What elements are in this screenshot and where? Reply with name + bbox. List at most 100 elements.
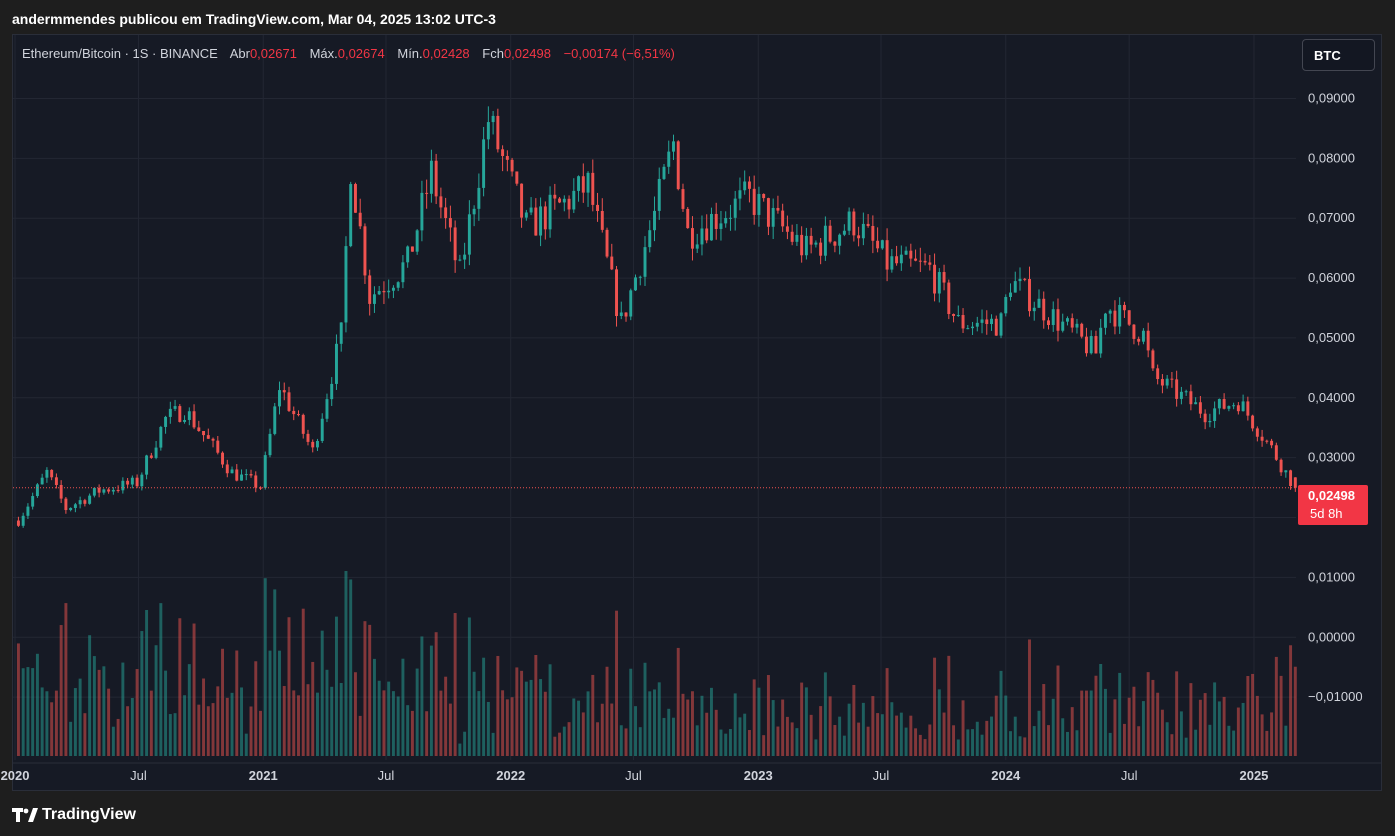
high-label: Máx. (309, 46, 338, 61)
candle-body (135, 477, 139, 487)
candle-body (691, 228, 694, 249)
candle-body (1170, 378, 1174, 380)
volume-bar (491, 732, 495, 756)
candle-body (672, 141, 675, 152)
candle-body (401, 262, 405, 283)
volume-bar (615, 610, 618, 756)
candle-body (35, 484, 39, 497)
volume-bar (596, 722, 600, 756)
volume-bar (102, 666, 106, 756)
candle-body (724, 218, 728, 224)
candle-body (942, 272, 946, 283)
volume-bar (372, 658, 376, 756)
volume-bar (325, 669, 329, 756)
candle-body (804, 235, 808, 256)
tradingview-logo[interactable]: TradingView (12, 806, 136, 824)
volume-bar (828, 696, 832, 756)
volume-bar (562, 726, 566, 756)
price-axis[interactable]: 0,09000 0,08000 0,07000 0,06000 0,05000 0,040… (1308, 90, 1363, 704)
volume-bar (448, 703, 452, 756)
symbol-label[interactable]: Ethereum/Bitcoin · 1S · BINANCE (22, 46, 218, 61)
volume-bar (1246, 675, 1250, 756)
candle-body (391, 287, 395, 291)
candle-body (785, 226, 789, 232)
volume-bar (1103, 688, 1107, 756)
candle-body (197, 427, 201, 431)
volume-bar (1127, 697, 1131, 756)
volume-bar (363, 621, 367, 756)
volume-bar (140, 631, 144, 756)
volume-bar (762, 735, 766, 756)
volume-bar (221, 648, 225, 756)
volume-bar (823, 672, 827, 756)
x-tick-label: 2025 (1239, 768, 1268, 783)
volume-bar (126, 706, 130, 756)
volume-bar (467, 617, 471, 756)
volume-bar (282, 686, 286, 756)
candle-body (577, 176, 581, 191)
chart-frame[interactable] (12, 34, 1382, 791)
volume-bar (1165, 722, 1169, 756)
candle-body (567, 198, 571, 210)
candle-body (719, 223, 723, 229)
candle-body (1265, 440, 1269, 442)
candle-body (126, 480, 130, 485)
chart-grid (13, 35, 1381, 764)
volume-bar (890, 702, 894, 756)
candle-body (771, 207, 775, 227)
time-axis[interactable]: 2020 Jul 2021 Jul 2022 Jul 2023 Jul 2024 Jul 2025 (1, 768, 1269, 783)
volume-bar (316, 692, 319, 756)
y-tick-label: 0,07000 (1308, 210, 1355, 225)
volume-bar (1208, 724, 1212, 756)
candle-body (111, 489, 115, 492)
candle-body (956, 315, 960, 317)
volume-bar (230, 692, 234, 756)
volume-bar (994, 695, 998, 756)
volume-bar (78, 678, 82, 756)
candle-body (1289, 470, 1293, 487)
volume-bar (1042, 684, 1046, 756)
y-tick-label: 0,04000 (1308, 390, 1355, 405)
candle-body (1156, 368, 1160, 380)
volume-bar (1089, 690, 1093, 756)
volume-bar (202, 678, 206, 756)
candle-body (178, 406, 182, 422)
candle-body (368, 275, 372, 304)
open-label: Abr (229, 46, 250, 61)
candle-body (311, 441, 315, 448)
candle-body (382, 291, 386, 293)
candle-body (116, 489, 120, 491)
candle-body (709, 213, 713, 241)
candle-body (1103, 313, 1107, 328)
candle-body (766, 198, 770, 227)
volume-bar (937, 689, 941, 756)
high-value: 0,02674 (337, 46, 385, 61)
volume-bar (923, 739, 927, 756)
currency-button[interactable]: BTC (1302, 39, 1375, 71)
volume-bar (1075, 730, 1079, 756)
low-label: Mín. (397, 46, 423, 61)
candle-body (686, 208, 690, 229)
volume-bar (1279, 675, 1283, 756)
candle-body (396, 282, 400, 288)
candle-body (173, 406, 177, 409)
candle-body (861, 223, 865, 239)
volume-bar (529, 679, 533, 756)
volume-bar (510, 697, 514, 756)
candlestick-series[interactable] (16, 106, 1297, 528)
candle-body (164, 416, 168, 427)
candle-body (1051, 309, 1055, 326)
candle-body (244, 474, 248, 476)
volume-bar (543, 691, 547, 756)
candle-body (363, 226, 367, 276)
volume-bar (225, 697, 229, 756)
candle-body (828, 225, 832, 242)
candle-body (425, 192, 429, 194)
volume-bar (259, 710, 262, 756)
x-tick-label: Jul (1121, 768, 1138, 783)
volume-bar (866, 726, 870, 756)
candle-body (904, 250, 908, 255)
candle-body (999, 313, 1003, 336)
x-tick-label: Jul (625, 768, 642, 783)
